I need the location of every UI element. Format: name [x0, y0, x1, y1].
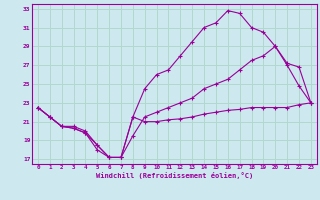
- X-axis label: Windchill (Refroidissement éolien,°C): Windchill (Refroidissement éolien,°C): [96, 172, 253, 179]
